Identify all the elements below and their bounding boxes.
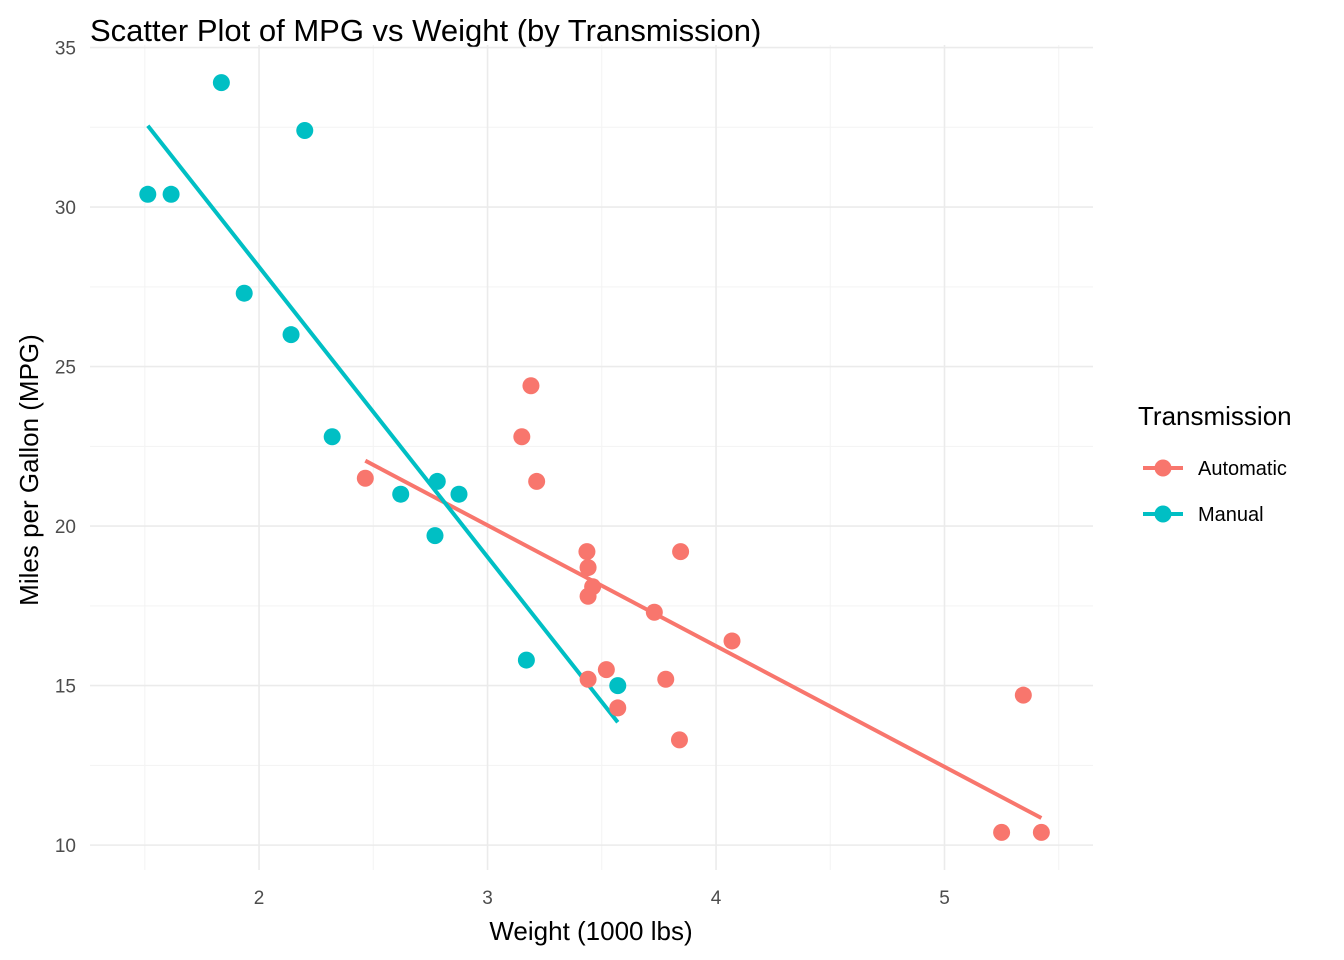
data-point-automatic (672, 543, 690, 561)
legend-items: Automatic Manual (1143, 458, 1287, 526)
x-axis-title: Weight (1000 lbs) (489, 916, 692, 946)
data-point-manual (609, 677, 627, 695)
plot-area (90, 45, 1093, 870)
data-point-automatic (578, 543, 596, 561)
legend-title: Transmission (1138, 401, 1292, 431)
legend: Transmission Automatic Manual (1138, 401, 1292, 526)
data-point-automatic (609, 699, 627, 717)
data-point-manual (426, 527, 444, 545)
legend-item-manual: Manual (1143, 504, 1264, 526)
fit-lines (146, 124, 1043, 820)
data-point-manual (235, 284, 253, 302)
data-point-automatic (723, 632, 741, 650)
x-tick-label: 3 (482, 888, 493, 909)
data-point-automatic (1032, 823, 1050, 841)
data-point-manual (139, 185, 157, 203)
data-point-automatic (670, 731, 688, 749)
legend-label: Manual (1198, 504, 1264, 526)
chart-title: Scatter Plot of MPG vs Weight (by Transm… (90, 13, 761, 48)
legend-item-automatic: Automatic (1143, 458, 1287, 480)
data-point-automatic (522, 377, 540, 395)
grid-lines (90, 45, 1093, 870)
data-point-manual (392, 485, 410, 503)
data-point-automatic (356, 469, 374, 487)
data-point-manual (428, 472, 446, 490)
data-point-manual (282, 326, 300, 344)
data-point-manual (517, 651, 535, 669)
y-tick-label: 10 (55, 836, 76, 857)
data-point-automatic (513, 428, 531, 446)
data-point-automatic (657, 670, 675, 688)
data-point-automatic (993, 823, 1011, 841)
fit-line-manual (146, 124, 620, 724)
legend-point-key (1154, 459, 1172, 477)
x-tick-label: 4 (711, 888, 722, 909)
data-point-manual (212, 74, 230, 92)
y-tick-label: 20 (55, 517, 76, 538)
x-tick-label: 2 (254, 888, 265, 909)
y-axis-ticks: 10 15 20 25 30 35 (55, 39, 76, 858)
x-tick-label: 5 (939, 888, 950, 909)
y-axis-title: Miles per Gallon (MPG) (14, 334, 44, 606)
data-point-automatic (584, 578, 602, 596)
data-point-manual (162, 185, 180, 203)
data-point-automatic (1014, 686, 1032, 704)
data-point-automatic (597, 661, 615, 679)
y-tick-label: 15 (55, 677, 76, 698)
data-points (139, 74, 1050, 841)
data-point-automatic (579, 559, 597, 577)
legend-label: Automatic (1198, 458, 1287, 480)
fit-line-automatic (364, 458, 1043, 820)
y-tick-label: 30 (55, 198, 76, 219)
y-tick-label: 25 (55, 358, 76, 379)
data-point-automatic (645, 603, 663, 621)
x-axis-ticks: 2 3 4 5 (254, 888, 950, 909)
data-point-manual (296, 121, 314, 139)
data-point-manual (450, 485, 468, 503)
data-point-manual (323, 428, 341, 446)
y-tick-label: 35 (55, 39, 76, 60)
data-point-automatic (528, 472, 546, 490)
data-point-automatic (579, 670, 597, 688)
legend-point-key (1154, 505, 1172, 523)
